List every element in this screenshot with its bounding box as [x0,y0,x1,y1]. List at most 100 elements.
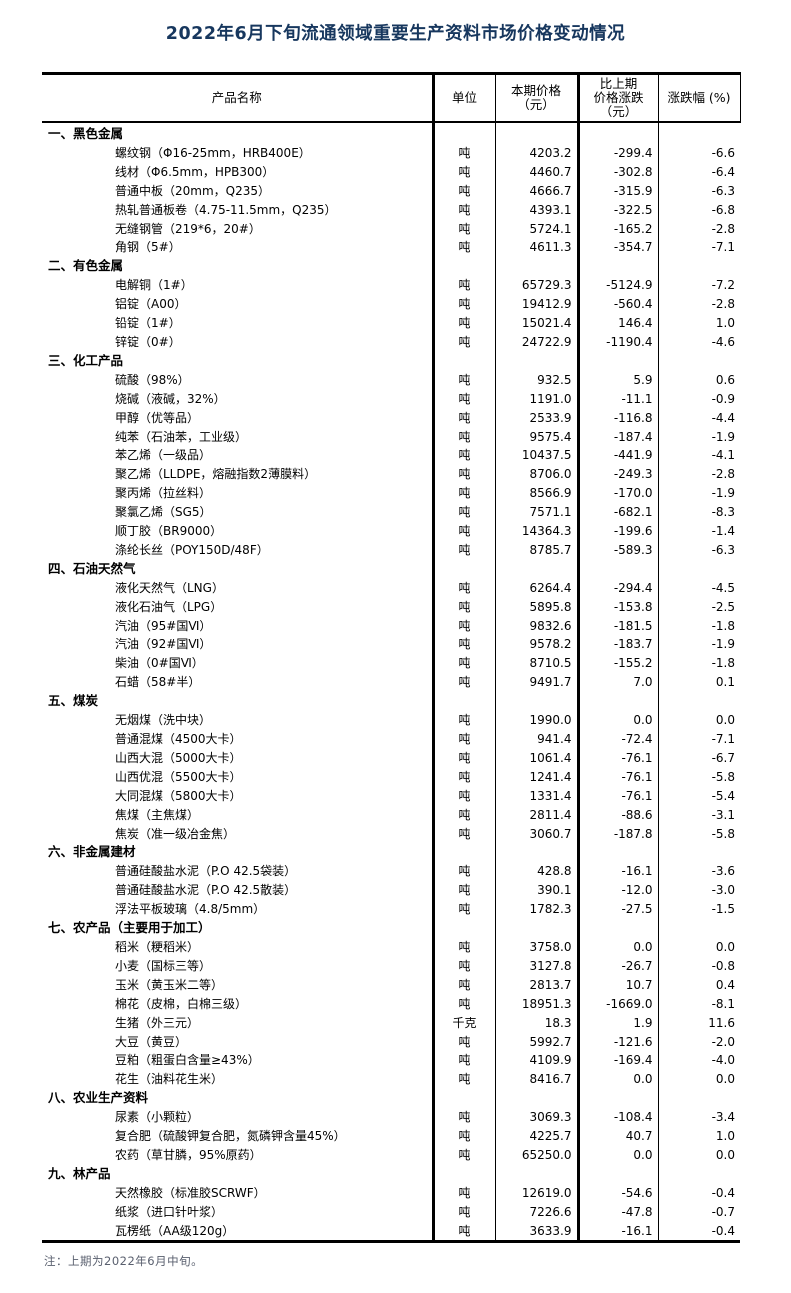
section-row: 一、黑色金属 [42,122,740,144]
section-row: 四、石油天然气 [42,559,740,579]
change-pct-cell: -6.6 [657,143,740,163]
section-title: 四、石油天然气 [48,560,136,576]
section-empty-cell [576,919,658,938]
product-name-cell: 浮法平板玻璃（4.8/5mm） [115,902,266,917]
current-price-cell: 4666.7 [494,181,578,201]
current-price-cell: 8416.7 [494,1070,578,1090]
current-price-cell: 5895.8 [494,597,578,617]
table-row: 普通混煤（4500大卡） 吨 941.4 -72.4 -7.1 [42,730,740,749]
change-pct-cell: -6.3 [657,181,740,201]
price-change-cell: -315.9 [576,181,658,201]
change-pct-cell: -1.5 [657,900,740,920]
change-pct-cell: 1.0 [657,314,740,333]
price-change-cell: -76.1 [576,786,658,806]
product-name-cell: 棉花（皮棉，白棉三级） [115,996,248,1011]
section-empty-cell [657,257,740,277]
unit-cell: 吨 [431,937,495,957]
table-row: 电解铜（1#） 吨 65729.3 -5124.9 -7.2 [42,276,740,296]
section-empty-cell [494,1164,578,1184]
section-empty-cell [657,1164,740,1184]
change-pct-cell: -2.8 [657,295,740,315]
price-change-cell: -54.6 [576,1183,658,1203]
unit-cell: 吨 [431,730,495,749]
current-price-cell: 3127.8 [494,956,578,976]
product-name-cell: 聚氯乙烯（SG5） [115,505,212,520]
current-price-cell: 3758.0 [494,937,578,957]
table-row: 甲醇（优等品） 吨 2533.9 -116.8 -4.4 [42,408,740,428]
unit-cell: 吨 [431,1202,495,1222]
product-name-cell: 农药（草甘膦，95%原药） [115,1147,262,1162]
header-current-price: 本期价格 （元） [494,72,578,123]
current-price-cell: 1191.0 [494,389,578,409]
change-pct-cell: -1.4 [657,522,740,541]
price-change-cell: -302.8 [576,162,658,182]
change-pct-cell: 0.1 [657,673,740,693]
current-price-cell: 3060.7 [494,824,578,844]
table-row: 石蜡（58#半） 吨 9491.7 7.0 0.1 [42,673,740,693]
product-name-cell: 角钢（5#） [115,240,181,255]
unit-cell: 吨 [431,1145,495,1165]
header-product-name: 产品名称 [42,72,433,123]
unit-cell: 吨 [431,900,495,920]
change-pct-cell: -5.4 [657,786,740,806]
table-row: 铅锭（1#） 吨 15021.4 146.4 1.0 [42,314,740,333]
unit-cell: 吨 [431,219,495,239]
change-pct-cell: -0.9 [657,389,740,409]
current-price-cell: 1241.4 [494,767,578,787]
price-change-cell: -76.1 [576,748,658,768]
section-row: 八、农业生产资料 [42,1089,740,1109]
section-row: 五、煤炭 [42,692,740,712]
change-pct-cell: -5.8 [657,824,740,844]
price-change-cell: -72.4 [576,730,658,749]
product-name-cell: 硫酸（98%） [115,372,190,387]
section-empty-cell [431,257,495,277]
price-change-cell: -1669.0 [576,994,658,1014]
unit-cell: 吨 [431,673,495,693]
current-price-cell: 932.5 [494,370,578,390]
unit-cell: 吨 [431,1183,495,1203]
current-price-cell: 428.8 [494,862,578,882]
section-empty-cell [657,919,740,938]
current-price-cell: 1331.4 [494,786,578,806]
unit-cell: 吨 [431,994,495,1014]
header-unit: 单位 [431,72,495,123]
table-row: 大同混煤（5800大卡） 吨 1331.4 -76.1 -5.4 [42,786,740,806]
table-row: 涤纶长丝（POY150D/48F） 吨 8785.7 -589.3 -6.3 [42,540,740,560]
current-price-cell: 5724.1 [494,219,578,239]
product-name-cell: 无烟煤（洗中块） [115,713,212,728]
table-row: 顺丁胶（BR9000） 吨 14364.3 -199.6 -1.4 [42,522,740,541]
unit-cell: 吨 [431,862,495,882]
unit-cell: 吨 [431,616,495,636]
section-empty-cell [657,843,740,863]
product-name-cell: 生猪（外三元） [115,1015,200,1030]
section-empty-cell [494,692,578,712]
change-pct-cell: -0.8 [657,956,740,976]
section-row: 九、林产品 [42,1164,740,1184]
section-empty-cell [431,122,495,144]
section-empty-cell [657,1089,740,1109]
product-name-cell: 焦炭（准一级冶金焦） [115,826,236,841]
change-pct-cell: 0.0 [657,711,740,730]
table-row: 山西优混（5500大卡） 吨 1241.4 -76.1 -5.8 [42,767,740,787]
unit-cell: 吨 [431,1221,495,1244]
section-title: 五、煤炭 [48,693,99,709]
table-row: 液化天然气（LNG） 吨 6264.4 -294.4 -4.5 [42,578,740,598]
current-price-cell: 2813.7 [494,975,578,995]
table-row: 纯苯（石油苯，工业级） 吨 9575.4 -187.4 -1.9 [42,427,740,447]
product-name-cell: 聚乙烯（LLDPE，熔融指数2薄膜料） [115,467,317,482]
current-price-cell: 65250.0 [494,1145,578,1165]
product-name-cell: 涤纶长丝（POY150D/48F） [115,542,269,557]
product-name-cell: 豆粕（粗蛋白含量≥43%） [115,1053,260,1068]
table-row: 汽油（95#国Ⅵ） 吨 9832.6 -181.5 -1.8 [42,616,740,636]
price-change-cell: -155.2 [576,654,658,674]
change-pct-cell: -4.5 [657,578,740,598]
change-pct-cell: -7.1 [657,730,740,749]
change-pct-cell: -1.8 [657,654,740,674]
table-row: 柴油（0#国Ⅵ） 吨 8710.5 -155.2 -1.8 [42,654,740,674]
change-pct-cell: -3.1 [657,805,740,825]
table-row: 棉花（皮棉，白棉三级） 吨 18951.3 -1669.0 -8.1 [42,994,740,1014]
section-empty-cell [431,843,495,863]
unit-cell: 千克 [431,1013,495,1033]
unit-cell: 吨 [431,408,495,428]
price-change-cell: 40.7 [576,1127,658,1146]
